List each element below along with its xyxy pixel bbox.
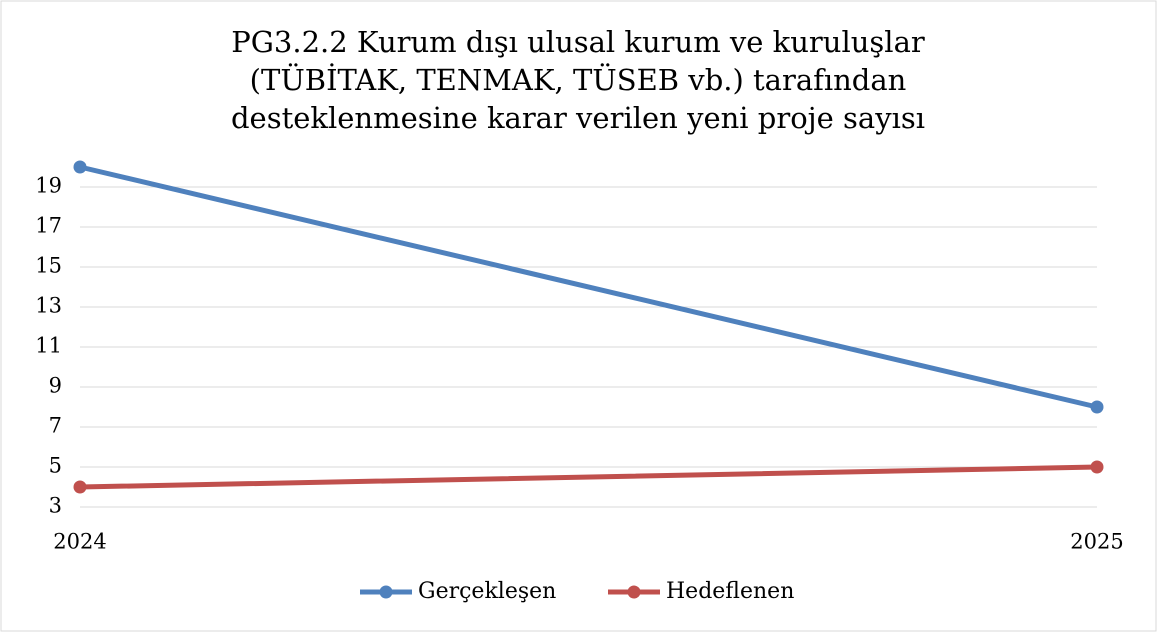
point [73, 160, 87, 174]
legend-label: Gerçekleşen [418, 579, 556, 604]
series-line [77, 164, 1100, 410]
point [1090, 400, 1104, 414]
series-line [77, 464, 1100, 490]
y-tick-label: 9 [49, 374, 62, 398]
chart-title: PG3.2.2 Kurum dışı ulusal kurum ve kurul… [231, 25, 925, 59]
x-tick-label: 2024 [53, 530, 106, 554]
y-tick-label: 13 [35, 294, 62, 318]
y-tick-label: 5 [49, 454, 62, 478]
legend-marker [379, 585, 393, 599]
y-tick-label: 19 [35, 174, 62, 198]
point [73, 480, 87, 494]
y-tick-label: 17 [35, 214, 62, 238]
chart-title: (TÜBİTAK, TENMAK, TÜSEB vb.) tarafından [250, 62, 907, 97]
legend-marker [627, 585, 641, 599]
y-tick-label: 11 [35, 334, 62, 358]
point [1090, 460, 1104, 474]
legend-label: Hedeflenen [666, 579, 794, 604]
y-tick-label: 15 [35, 254, 62, 278]
y-tick-label: 3 [49, 494, 62, 518]
chart-title: desteklenmesine karar verilen yeni proje… [231, 101, 925, 135]
y-tick-label: 7 [49, 414, 62, 438]
x-tick-label: 2025 [1070, 530, 1123, 554]
